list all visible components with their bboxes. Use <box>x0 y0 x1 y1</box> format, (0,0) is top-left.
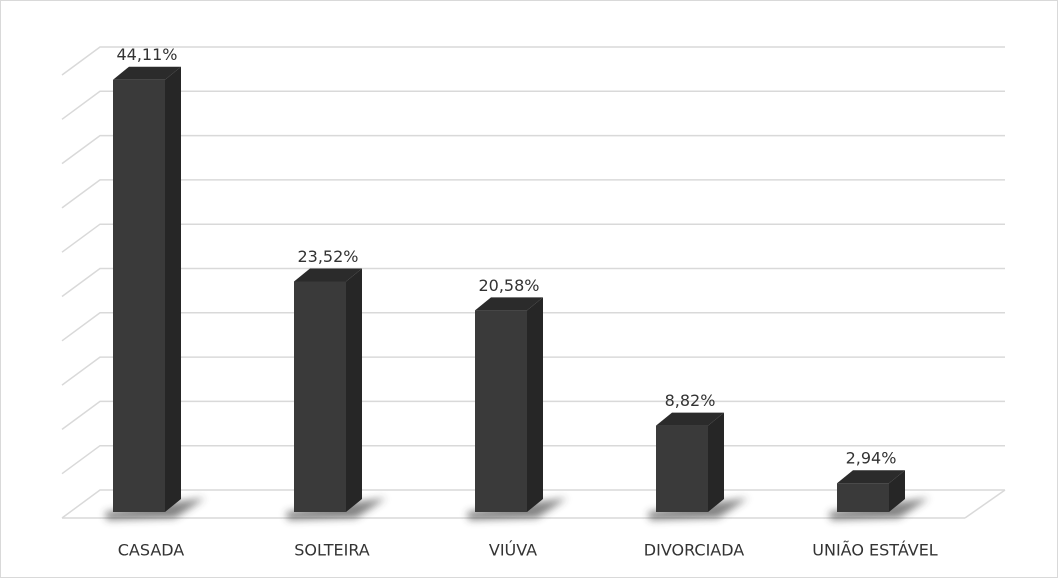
x-tick-label: DIVORCIADA <box>644 541 744 560</box>
bar-top <box>113 66 181 80</box>
data-label: 23,52% <box>297 247 358 266</box>
bar-top <box>837 470 905 484</box>
x-tick-label: SOLTEIRA <box>294 541 370 560</box>
x-tick-label: CASADA <box>118 541 185 560</box>
data-label: 44,11% <box>116 45 177 64</box>
grid-line <box>61 223 1005 253</box>
bar-side <box>708 412 724 512</box>
grid-line <box>61 46 1005 76</box>
grid-line <box>61 134 1005 165</box>
grid-line <box>61 356 1005 386</box>
bar-side <box>527 297 543 512</box>
bar-top <box>656 412 724 426</box>
x-tick-label: UNIÃO ESTÁVEL <box>812 541 938 560</box>
floor-edge <box>964 489 1006 519</box>
grid-line <box>61 179 1005 209</box>
grid-line <box>61 312 1005 342</box>
bar-top <box>294 268 362 282</box>
grid-line <box>61 267 1005 298</box>
bar-side <box>165 66 181 513</box>
bar <box>475 310 527 512</box>
bar <box>837 483 889 512</box>
data-label: 20,58% <box>478 276 539 295</box>
data-label: 2,94% <box>846 449 897 468</box>
data-label: 8,82% <box>665 391 716 410</box>
grid-line <box>61 90 1005 120</box>
grid-line <box>61 400 1005 431</box>
bar-side <box>889 470 905 512</box>
x-tick-label: VIÚVA <box>489 541 537 560</box>
bar <box>656 425 708 512</box>
bar-side <box>346 268 362 512</box>
bar <box>294 281 346 512</box>
bar <box>113 79 165 513</box>
bar-top <box>475 297 543 311</box>
